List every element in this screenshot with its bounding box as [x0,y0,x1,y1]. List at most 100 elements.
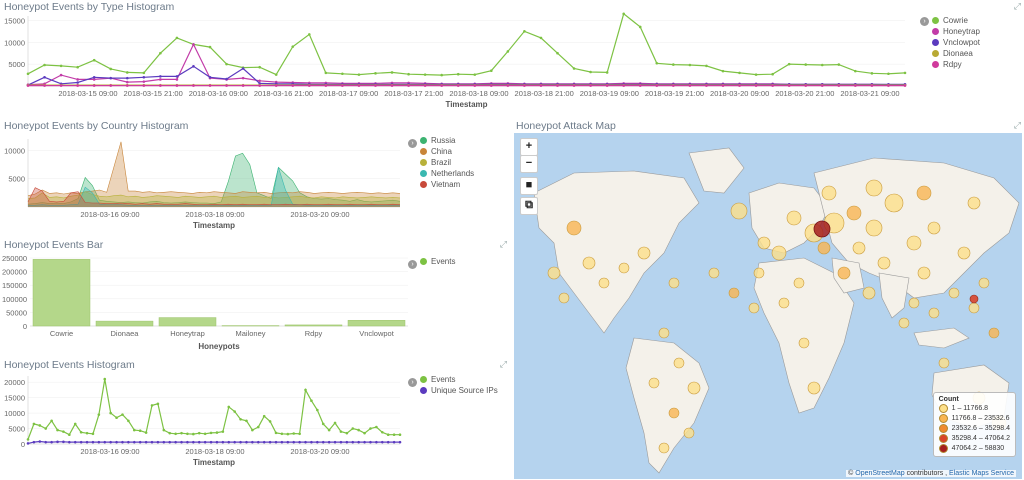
legend-label: Brazil [431,158,452,167]
draw-rectangle-button[interactable]: ■ [520,177,538,195]
attack-marker [598,277,610,289]
y-tick-label: 15000 [4,394,25,403]
panel-title: Honeypot Events Histogram [4,359,135,371]
bar-legend: Events [420,256,455,267]
map-legend: Count 1 – 11766.8 11766.8 – 23532.6 23532.… [932,392,1016,457]
data-point [192,432,195,436]
data-point [837,84,841,87]
data-point [321,440,325,444]
panel-title: Honeypot Events by Country Histogram [4,120,189,132]
attack-marker [582,256,596,270]
map-viewport[interactable]: + − ■ ⧉ Count 1 – 11766.8 11766.8 – 23532… [514,133,1022,479]
expand-icon[interactable]: ⤢ [499,239,507,249]
ems-link[interactable]: Elastic Maps Service [949,470,1014,477]
data-point [56,428,59,432]
x-tick-label: 2018-03-19 21:00 [645,89,704,98]
x-tick-label: 2018-03-18 09:00 [449,89,508,98]
data-point [85,431,89,435]
data-point [339,430,343,433]
data-point [327,440,331,444]
data-point [159,78,162,81]
legend-item[interactable]: Dionaea [932,48,980,59]
events-legend: Events Unique Source IPs [420,374,498,396]
data-point [121,413,124,416]
data-point [26,438,30,441]
legend-item[interactable]: Events [420,374,498,385]
legend-label: Events [431,257,456,266]
legend-toggle-icon[interactable]: › [408,139,417,148]
data-point [539,84,543,87]
legend-item[interactable]: China [420,146,474,157]
map-legend-row: 23532.6 – 35298.4 [938,423,1010,433]
attack-marker [821,185,837,201]
data-point [341,72,344,76]
data-point [73,422,77,426]
data-point [92,84,96,87]
legend-item[interactable]: Netherlands [420,168,474,179]
expand-icon[interactable]: ⤢ [1013,120,1021,130]
legend-item[interactable]: Vietnam [420,179,474,190]
data-point [754,73,758,76]
data-point [76,65,79,69]
data-point [357,73,361,76]
legend-label: Unique Source IPs [431,386,498,395]
legend-dot-icon [420,170,427,177]
fit-bounds-button[interactable]: ⧉ [520,197,538,215]
data-point [197,431,201,435]
legend-item[interactable]: Unique Source IPs [420,385,498,396]
data-point [138,429,142,433]
series-area-china [28,141,400,207]
legend-toggle-icon[interactable]: › [920,17,929,26]
legend-item[interactable]: Events [420,256,455,267]
data-point [50,419,53,423]
x-tick-label: 2018-03-20 09:00 [710,89,769,98]
data-point [138,440,142,444]
data-point [556,84,559,87]
data-point [787,62,791,66]
data-point [156,440,160,444]
legend-item[interactable]: Vnclowpot [932,37,980,48]
data-point [286,432,290,436]
legend-toggle-icon[interactable]: › [408,260,417,269]
map-legend-row: 1 – 11766.8 [938,403,1010,413]
data-point [76,81,79,84]
data-point [440,73,443,77]
data-point [239,417,242,421]
attack-marker-max [813,220,831,238]
data-point [144,431,148,434]
data-point [209,431,213,435]
data-point [68,433,71,437]
data-point [286,440,290,444]
attack-marker [884,193,904,213]
zoom-in-button[interactable]: + [520,138,538,156]
x-tick-label: 2018-03-16 09:00 [189,89,248,98]
legend-item[interactable]: Brazil [420,157,474,168]
data-point [440,84,443,87]
series-line-netherlands [28,167,400,206]
legend-item[interactable]: Rdpy [932,59,980,70]
expand-icon[interactable]: ⤢ [1013,1,1021,11]
attack-marker [753,267,765,279]
data-point [241,76,245,80]
data-point [215,440,219,444]
data-point [125,84,129,87]
data-point [310,399,313,403]
data-point [523,84,526,87]
legend-item[interactable]: Cowrie [932,15,980,26]
zoom-out-button[interactable]: − [520,155,538,173]
legend-toggle-icon[interactable]: › [408,378,417,387]
data-point [132,440,136,444]
data-point [316,408,319,412]
osm-link[interactable]: OpenStreetMap [855,470,905,477]
attack-marker [757,236,771,250]
data-point [251,440,254,444]
data-point [175,84,179,87]
expand-icon[interactable]: ⤢ [499,359,507,369]
attack-marker [658,442,670,454]
data-point [473,84,477,87]
legend-item[interactable]: Russia [420,135,474,146]
legend-dot-icon [420,258,427,265]
legend-dot-icon [932,39,939,46]
legend-item[interactable]: Honeytrap [932,26,980,37]
attack-marker [988,327,1000,339]
